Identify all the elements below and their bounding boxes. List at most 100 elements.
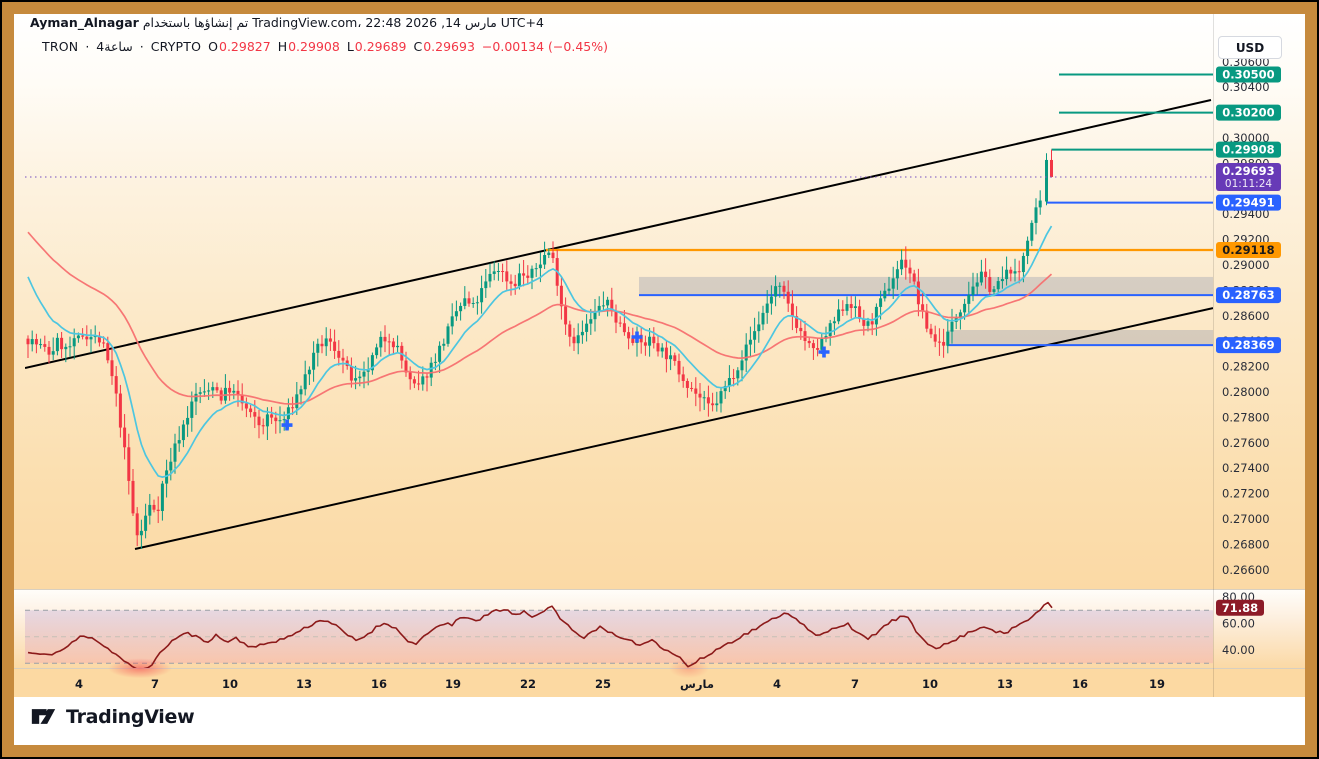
candle (614, 310, 618, 323)
symbol-legend: TRON · 4ساعة · CRYPTO O 0.29827 H 0.29908 … (42, 39, 608, 54)
price-tick-label: 0.26600 (1222, 563, 1270, 577)
candle (202, 391, 206, 393)
candle (253, 412, 257, 417)
candle (475, 302, 479, 304)
candle (925, 310, 929, 329)
candle (606, 299, 610, 306)
candle (862, 318, 866, 326)
candle (1000, 279, 1004, 282)
candle (261, 425, 265, 427)
candle (669, 355, 673, 360)
candle (169, 461, 173, 471)
candle (656, 343, 660, 352)
candle (30, 339, 34, 345)
candle (702, 397, 706, 399)
candle (278, 420, 282, 422)
candle (685, 380, 689, 388)
candle (564, 306, 568, 325)
candle (874, 306, 878, 325)
candle (341, 357, 345, 361)
candle (135, 513, 139, 536)
candle (127, 447, 131, 481)
price-scale[interactable]: 0.306000.304000.300000.298000.294000.292… (1222, 55, 1270, 577)
candle (673, 355, 677, 361)
main-pane-background (14, 14, 1305, 589)
username: Ayman_Alnagar (30, 15, 139, 30)
candle (811, 343, 815, 349)
candle (1005, 269, 1009, 280)
candle (946, 331, 950, 346)
candle (568, 324, 572, 337)
candle (417, 383, 421, 385)
trend-channel[interactable] (25, 99, 1213, 550)
candle (996, 281, 1000, 290)
candle (446, 326, 450, 344)
candle (270, 414, 274, 418)
candle (837, 309, 841, 322)
candle (845, 304, 849, 311)
candle (576, 335, 580, 344)
candle (139, 530, 143, 536)
candle (543, 255, 547, 265)
candle (60, 337, 64, 350)
price-label-text: 0.29908 (1222, 143, 1274, 157)
candle (492, 271, 496, 274)
candle (610, 299, 614, 311)
candle (807, 340, 811, 344)
candlestick-series[interactable] (26, 149, 1054, 549)
price-label-box (1216, 66, 1281, 83)
price-tick-label: 0.27000 (1222, 512, 1270, 526)
candle (429, 362, 433, 378)
candle (677, 360, 681, 375)
candle (1021, 255, 1025, 273)
time-tick-label: 7 (851, 677, 859, 691)
candle (421, 376, 425, 385)
tradingview-logo[interactable]: TradingView (30, 703, 195, 730)
trendline (25, 99, 1212, 369)
candle (433, 361, 437, 363)
time-tick-label: 19 (445, 677, 461, 691)
candle (1034, 207, 1038, 223)
candle (257, 416, 261, 426)
candle (979, 271, 983, 283)
price-tick-label: 0.29400 (1222, 207, 1270, 221)
price-label-box (1216, 104, 1281, 121)
candle (916, 281, 920, 305)
candle (173, 443, 177, 462)
candle (425, 376, 429, 378)
price-label-box (1216, 162, 1281, 191)
separator-dot: · (85, 39, 90, 54)
candle (580, 331, 584, 336)
time-tick-label: 13 (296, 677, 312, 691)
candle (26, 338, 30, 345)
change-value: −0.00134 (−0.45%) (481, 39, 608, 54)
candle (1013, 271, 1017, 274)
candle (904, 259, 908, 268)
candle (43, 344, 47, 347)
candle (274, 417, 278, 422)
candle (765, 303, 769, 313)
trade-markers (281, 331, 830, 431)
interval-label[interactable]: 4ساعة (96, 39, 133, 54)
candle (480, 288, 484, 303)
rsi-indicator[interactable] (25, 601, 1213, 679)
plus-marker (631, 331, 643, 343)
candle (320, 343, 324, 347)
candle (1050, 159, 1053, 177)
price-label-text: 0.30500 (1222, 68, 1274, 82)
currency-toggle-button[interactable]: USD (1218, 36, 1282, 59)
candle (593, 311, 597, 320)
candle (118, 393, 122, 428)
candle (160, 483, 164, 511)
symbol-name[interactable]: TRON (42, 39, 79, 54)
time-tick-label: مارس (680, 677, 714, 691)
time-axis[interactable]: 4 7 10 13 16 19 22 25 مارس 4 7 10 13 16 19 (75, 677, 1165, 691)
candle (937, 341, 941, 343)
time-tick-label: 13 (997, 677, 1013, 691)
candle (551, 252, 555, 259)
candle (690, 387, 694, 389)
candle (664, 347, 668, 360)
candle (1009, 269, 1013, 274)
